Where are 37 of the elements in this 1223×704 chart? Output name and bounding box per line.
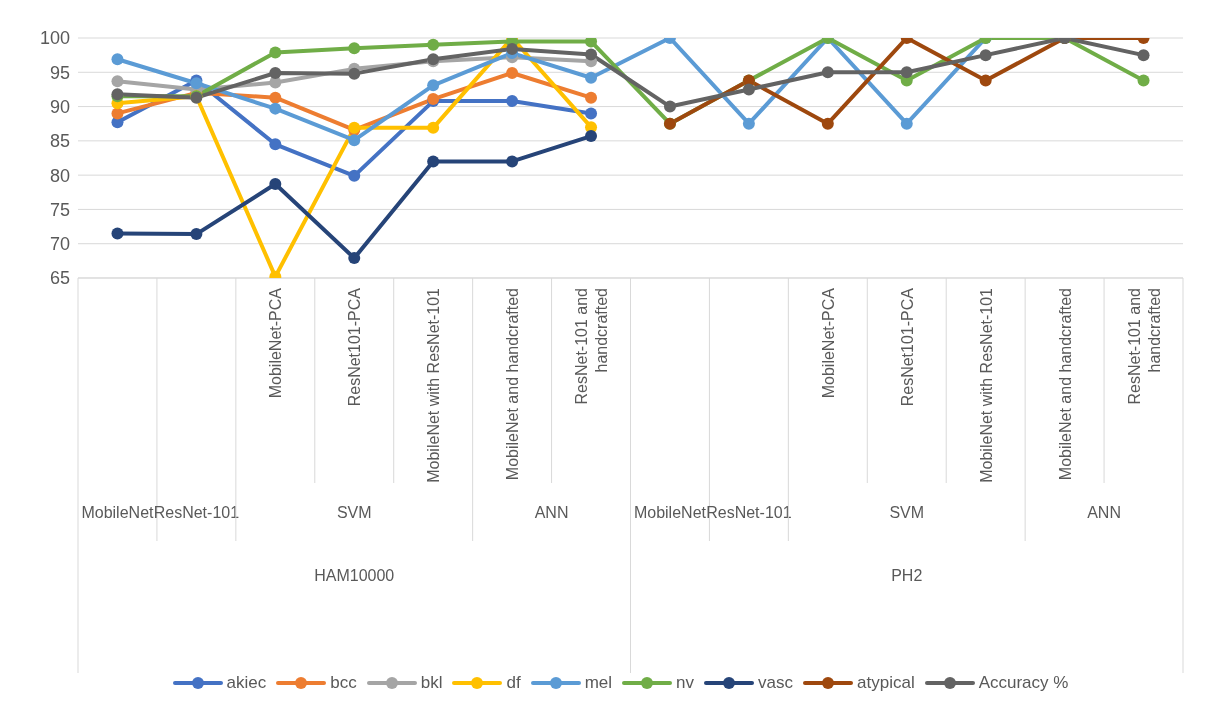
x-tick-label: MobileNet-PCA bbox=[819, 287, 837, 399]
text: ResNet-101 bbox=[153, 504, 240, 521]
text: MobileNet bbox=[633, 504, 707, 521]
x-tick-label: MobileNet-PCA bbox=[267, 287, 285, 399]
x-tick-label: MobileNet with ResNet-101 bbox=[977, 287, 995, 483]
text: HAM10000 bbox=[314, 567, 395, 584]
text: ResNet-101 bbox=[706, 504, 792, 521]
legend-label: df bbox=[506, 673, 521, 693]
legend-label: akiec bbox=[226, 673, 267, 693]
legend-label: bcc bbox=[330, 673, 357, 693]
x-tick-label: ResNet101-PCA bbox=[346, 287, 364, 407]
x-tick-label: ResNet-101 and handcrafted bbox=[573, 288, 611, 405]
legend-label: Accuracy % bbox=[978, 673, 1069, 693]
legend-label: nv bbox=[676, 673, 695, 693]
y-tick-label: 65 bbox=[49, 268, 70, 289]
x-tick-label: ResNet101-PCA bbox=[898, 287, 916, 407]
y-tick-label: 80 bbox=[49, 165, 70, 186]
y-tick-label: 100 bbox=[39, 28, 70, 49]
y-tick-label: 90 bbox=[49, 96, 70, 117]
text: SVM bbox=[336, 504, 372, 521]
y-tick-label: 95 bbox=[49, 62, 70, 83]
text: ANN bbox=[534, 504, 569, 521]
y-tick-label: 85 bbox=[49, 131, 70, 152]
text: SVM bbox=[889, 504, 925, 521]
legend-label: atypical bbox=[857, 673, 915, 693]
legend-label: vasc bbox=[758, 673, 794, 693]
x-tick-label: MobileNet with ResNet-101 bbox=[425, 287, 443, 483]
text: MobileNet bbox=[81, 504, 155, 521]
x-tick-label: MobileNet and handcrafted bbox=[504, 288, 522, 481]
y-tick-label: 70 bbox=[49, 234, 70, 255]
text: ANN bbox=[1087, 504, 1121, 521]
x-tick-label: ResNet-101 and handcrafted bbox=[1125, 288, 1163, 405]
legend-label: mel bbox=[584, 673, 613, 693]
y-tick-label: 75 bbox=[49, 199, 70, 220]
text: PH2 bbox=[891, 567, 923, 584]
legend-label: bkl bbox=[420, 673, 443, 693]
x-tick-label: MobileNet and handcrafted bbox=[1056, 288, 1074, 481]
